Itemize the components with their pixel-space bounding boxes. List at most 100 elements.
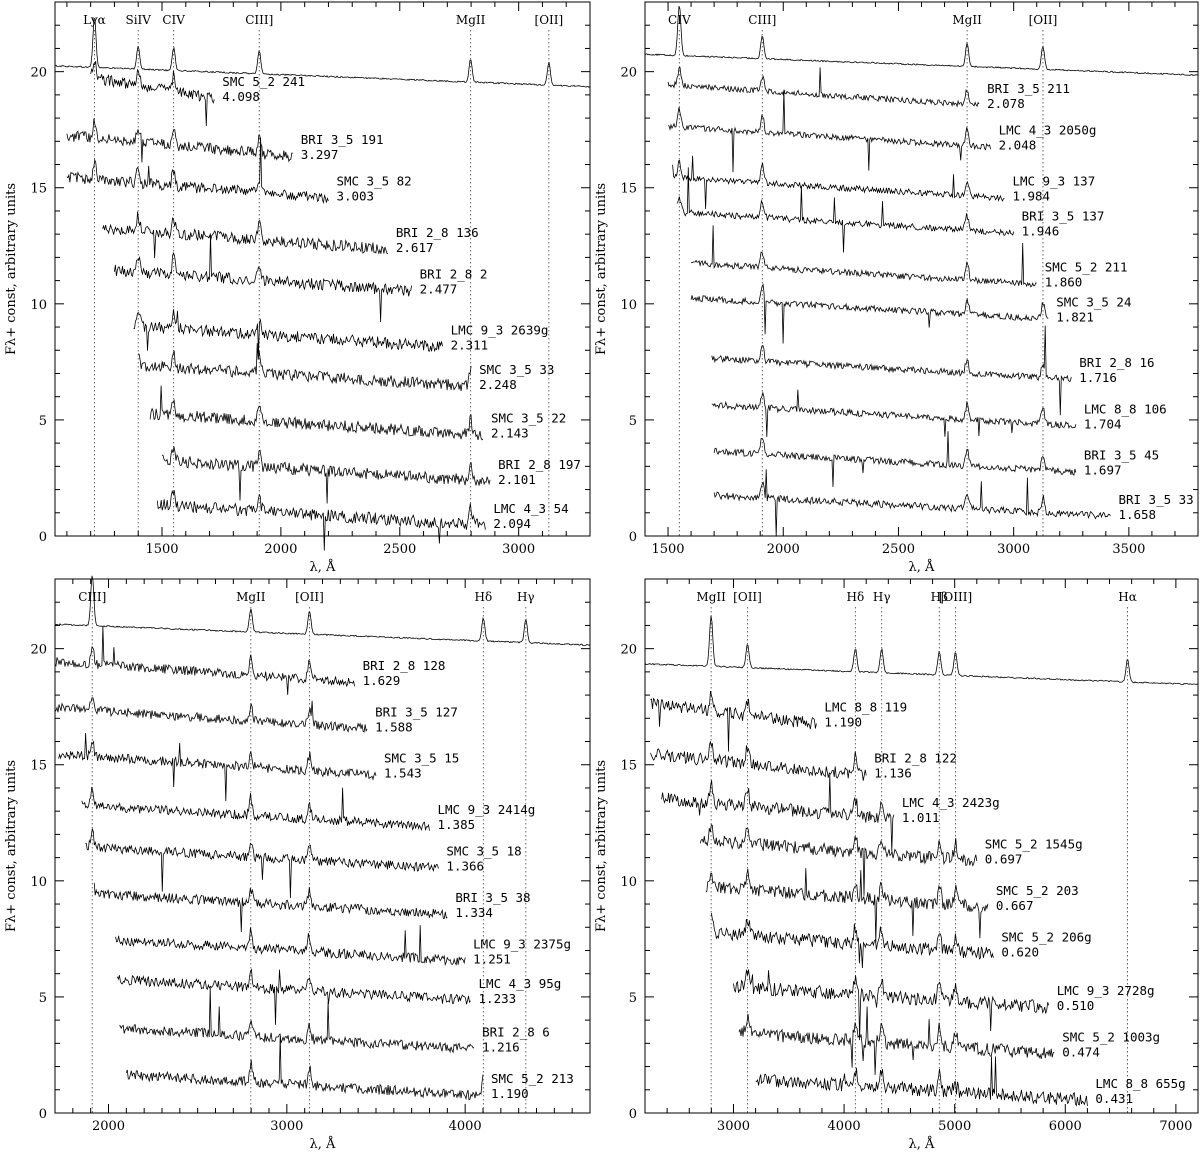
- x-tick-label: 2500: [383, 542, 416, 557]
- y-tick-label: 15: [620, 759, 637, 774]
- y-tick-label: 5: [629, 991, 637, 1006]
- x-tick-label: 2500: [882, 542, 915, 557]
- series-redshift-label: 1.011: [902, 810, 940, 825]
- spectrum-series-1: [644, 5, 1199, 76]
- spectrum-series-3: [650, 741, 867, 781]
- spectrum-series-5: [102, 211, 389, 259]
- spectrum-series-2: [90, 61, 215, 127]
- spectrum-series-9: [711, 389, 1077, 438]
- emission-line-label: Hδ: [475, 590, 493, 604]
- x-tick-label: 1500: [651, 542, 684, 557]
- spectrum-series-3: [66, 118, 293, 163]
- series-name-label: SMC 3_5 82: [336, 174, 411, 189]
- series-redshift-label: 2.101: [498, 472, 536, 487]
- spectrum-series-1: [644, 615, 1199, 685]
- x-tick-label: 7000: [1159, 1119, 1192, 1134]
- spectrum-series-3: [54, 697, 368, 733]
- spectrum-series-9: [149, 385, 484, 441]
- series-name-label: BRI 3_5 211: [987, 81, 1070, 96]
- y-tick-label: 20: [620, 66, 637, 81]
- series-redshift-label: 3.003: [336, 189, 374, 204]
- emission-line-label: MgII: [952, 13, 982, 27]
- x-tick-label: 3000: [997, 542, 1030, 557]
- x-tick-label: 2000: [264, 542, 297, 557]
- series-name-label: LMC 4_3 54: [493, 501, 568, 516]
- spectrum-series-11: [125, 1035, 484, 1101]
- series-name-label: LMC 8_8 655g: [1095, 1076, 1185, 1091]
- y-tick-label: 5: [629, 414, 637, 429]
- series-name-label: BRI 2_8 16: [1079, 355, 1154, 370]
- y-tick-label: 0: [629, 1107, 637, 1122]
- spectrum-series-8: [137, 343, 472, 391]
- series-name-label: BRI 3_5 137: [1022, 209, 1105, 224]
- spectrum-series-2: [54, 625, 355, 695]
- series-redshift-label: 1.190: [491, 1086, 529, 1101]
- series-redshift-label: 0.510: [1057, 998, 1095, 1013]
- series-name-label: SMC 3_5 18: [446, 844, 521, 859]
- y-tick-label: 0: [39, 530, 47, 545]
- emission-line-label: [OIII]: [939, 590, 972, 604]
- y-tick-label: 15: [30, 182, 47, 197]
- series-name-label: SMC 3_5 15: [384, 751, 459, 766]
- series-name-label: LMC 9_3 2414g: [438, 802, 536, 817]
- spectrum-series-1: [54, 575, 591, 647]
- series-name-label: SMC 5_2 203: [996, 883, 1079, 898]
- series-redshift-label: 1.658: [1118, 507, 1156, 522]
- x-tick-label: 3000: [717, 1119, 750, 1134]
- x-tick-label: 3500: [1112, 542, 1145, 557]
- emission-line-label: [OII]: [535, 13, 564, 27]
- spectrum-series-11: [713, 469, 1111, 537]
- series-name-label: LMC 4_3 2050g: [999, 123, 1097, 138]
- series-redshift-label: 1.860: [1045, 275, 1083, 290]
- series-redshift-label: 1.629: [363, 673, 401, 688]
- y-tick-label: 0: [629, 530, 637, 545]
- series-name-label: LMC 4_3 95g: [479, 976, 562, 991]
- emission-line-label: Hβ: [931, 590, 948, 604]
- spectrum-series-6: [705, 868, 989, 943]
- emission-line-label: Hα: [1118, 590, 1137, 604]
- series-name-label: BRI 3_5 38: [455, 890, 530, 905]
- spectrum-series-5: [81, 786, 430, 832]
- spectrum-series-4: [672, 155, 1005, 210]
- y-tick-label: 15: [30, 759, 47, 774]
- spectrum-series-9: [738, 1006, 1055, 1075]
- x-tick-label: 4000: [449, 1119, 482, 1134]
- series-redshift-label: 2.311: [451, 337, 489, 352]
- series-redshift-label: 2.078: [987, 96, 1025, 111]
- series-name-label: SMC 5_2 1545g: [985, 837, 1083, 852]
- series-name-label: BRI 3_5 33: [1118, 492, 1193, 507]
- series-redshift-label: 3.297: [301, 147, 339, 162]
- series-name-label: SMC 5_2 241: [222, 74, 305, 89]
- spectrum-series-7: [690, 283, 1049, 344]
- emission-line-label: [OII]: [1029, 13, 1058, 27]
- y-tick-label: 20: [30, 66, 47, 81]
- spectrum-series-11: [156, 489, 486, 551]
- spectrum-series-4: [661, 774, 895, 852]
- spectrum-series-4: [58, 732, 377, 802]
- series-redshift-label: 2.477: [420, 282, 458, 297]
- series-name-label: LMC 9_3 2728g: [1057, 983, 1155, 998]
- series-name-label: BRI 3_5 45: [1084, 448, 1159, 463]
- series-name-label: SMC 5_2 206g: [1001, 930, 1091, 945]
- plot-frame: [54, 1, 591, 537]
- spectrum-series-6: [114, 233, 413, 323]
- series-redshift-label: 1.385: [438, 817, 476, 832]
- x-tick-label: 4000: [828, 1119, 861, 1134]
- y-tick-label: 15: [620, 182, 637, 197]
- series-redshift-label: 1.821: [1056, 309, 1094, 324]
- series-name-label: SMC 5_2 1003g: [1062, 1029, 1160, 1044]
- series-redshift-label: 0.667: [996, 898, 1034, 913]
- series-redshift-label: 1.543: [384, 766, 422, 781]
- x-tick-label: 6000: [1049, 1119, 1082, 1134]
- series-redshift-label: 1.216: [482, 1040, 520, 1055]
- series-name-label: LMC 9_3 2639g: [451, 322, 549, 337]
- plot-frame: [644, 578, 1199, 1114]
- emission-line-label: MgII: [456, 13, 486, 27]
- spectrum-series-6: [85, 828, 439, 899]
- emission-line-label: CIII]: [245, 13, 273, 27]
- series-name-label: BRI 3_5 127: [375, 704, 458, 719]
- series-name-label: SMC 5_2 211: [1045, 260, 1128, 275]
- series-redshift-label: 1.704: [1084, 416, 1122, 431]
- series-name-label: LMC 4_3 2423g: [902, 795, 1000, 810]
